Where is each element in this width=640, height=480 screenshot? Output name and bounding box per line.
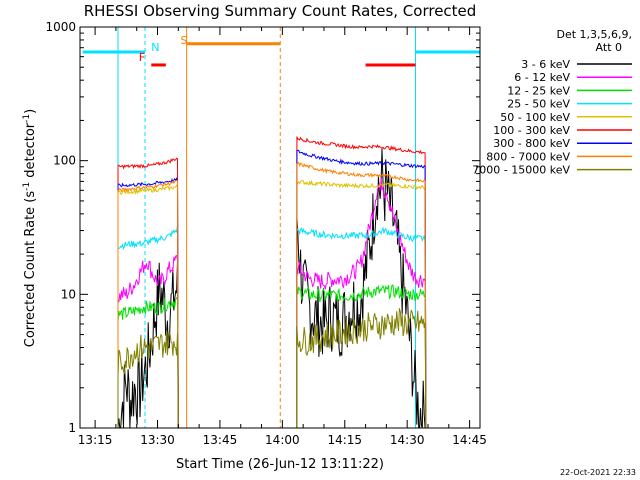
series-line-1: [117, 254, 179, 428]
y-tick-label: 10: [61, 287, 76, 301]
legend-label: 6 - 12 keV: [514, 71, 570, 84]
axes: 1 10 100 1000 13:15 13:30 13:45 14:00 14:15 14:30…: [45, 20, 486, 447]
series-800-7000-kev: [117, 161, 427, 428]
series-line-2: [296, 308, 427, 428]
plot-frame: [79, 26, 481, 429]
series-line-1: [117, 329, 179, 428]
x-tick-label: 13:15: [78, 433, 113, 447]
series-7000-15000-kev: [117, 308, 427, 428]
legend-label: 3 - 6 keV: [521, 58, 570, 71]
series-line-2: [296, 161, 427, 428]
series-line-2: [296, 136, 427, 428]
legend-label: 800 - 7000 keV: [486, 150, 570, 163]
y-axis-label-main: Corrected Count Rate (s: [23, 191, 38, 348]
series-line-1: [117, 157, 179, 428]
series-line-1: [117, 184, 179, 428]
series-line-2: [296, 226, 427, 428]
flare-label: F: [139, 51, 145, 64]
series-50-100-kev: [117, 179, 427, 428]
legend-label: 12 - 25 keV: [507, 84, 570, 97]
saa-label: S: [180, 34, 187, 47]
series-line-2: [296, 284, 427, 428]
series-100-300-kev: [117, 136, 427, 428]
x-tick-label: 13:45: [203, 433, 238, 447]
footer-timestamp: 22-Oct-2021 22:33: [560, 468, 636, 477]
y-axis-label-sup1: -1: [22, 182, 32, 191]
y-tick-label: 100: [53, 154, 76, 168]
y-tick-label: 1000: [45, 20, 76, 34]
x-tick-label: 14:45: [452, 433, 487, 447]
series-line-2: [296, 178, 427, 428]
series-6-12-kev: [117, 178, 427, 428]
legend-label: 300 - 800 keV: [493, 137, 570, 150]
series-line-2: [296, 149, 427, 428]
series-25-50-kev: [117, 224, 427, 428]
series-line-1: [117, 224, 179, 428]
x-tick-label: 14:15: [327, 433, 362, 447]
legend-label: 50 - 100 keV: [500, 111, 570, 124]
y-tick-label: 1: [68, 421, 76, 435]
night-label: N: [151, 41, 159, 54]
y-axis-label-sup2: -1: [22, 114, 32, 123]
plot-area: N S F: [82, 27, 480, 428]
series-12-25-kev: [117, 284, 427, 428]
y-axis-label-end: ): [23, 109, 38, 114]
legend-label: 25 - 50 keV: [507, 98, 570, 111]
legend-label: 7000 - 15000 keV: [472, 164, 570, 177]
series-line-1: [117, 179, 179, 428]
legend-header-line2: Att 0: [596, 41, 622, 54]
x-tick-label: 14:00: [265, 433, 300, 447]
y-axis-label-mid: detector: [23, 122, 38, 182]
x-tick-label: 13:30: [140, 433, 175, 447]
x-tick-label: 14:30: [390, 433, 425, 447]
series-line-2: [296, 179, 427, 428]
chart-title: RHESSI Observing Summary Count Rates, Co…: [84, 2, 477, 20]
plot-clip-group: N S F: [82, 27, 480, 428]
series-line-1: [117, 297, 179, 428]
legend-header-line1: Det 1,3,5,6,9,: [556, 28, 632, 41]
x-axis-label: Start Time (26-Jun-12 13:11:22): [176, 457, 384, 472]
y-axis-label: Corrected Count Rate (s-1 detector-1): [22, 109, 38, 347]
legend-label: 100 - 300 keV: [493, 124, 570, 137]
